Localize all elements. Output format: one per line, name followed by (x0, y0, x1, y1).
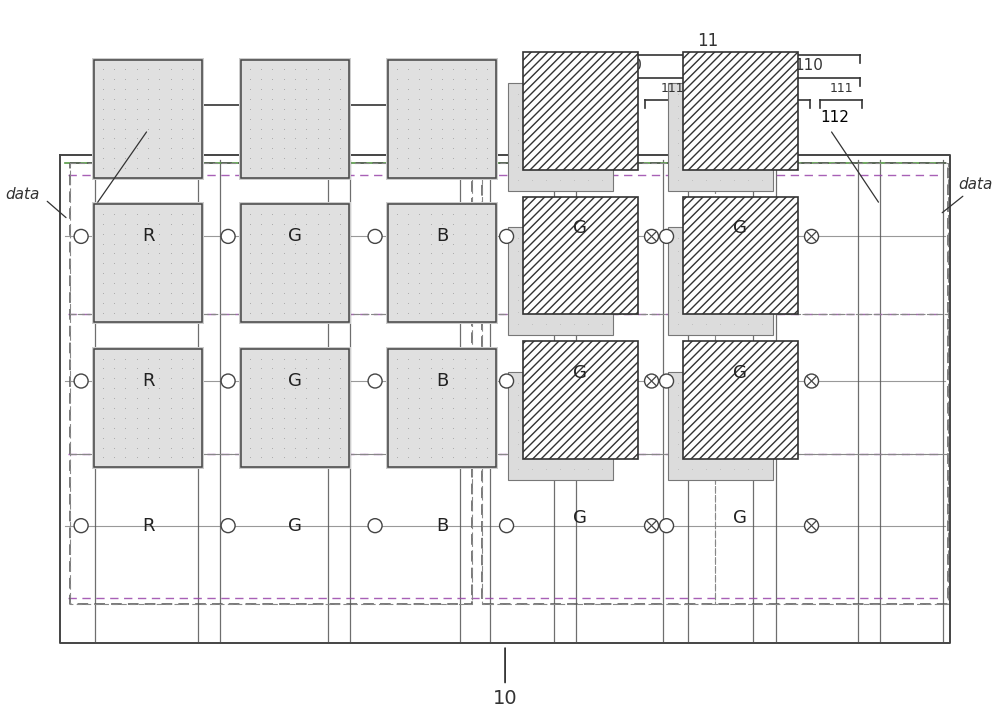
Bar (241, 349, 349, 466)
Text: R: R (142, 227, 154, 246)
Bar (523, 52, 638, 170)
Bar (386, 202, 498, 324)
Bar (508, 83, 613, 190)
Text: B: B (436, 517, 448, 535)
Bar (94, 204, 202, 322)
Circle shape (368, 229, 382, 244)
Text: B: B (436, 227, 448, 246)
Text: 111: 111 (661, 82, 684, 94)
Bar (683, 52, 798, 170)
Bar (508, 372, 613, 480)
Text: 11: 11 (284, 82, 306, 99)
Text: G: G (573, 364, 587, 382)
Text: 111: 111 (429, 106, 455, 120)
Text: data: data (958, 177, 992, 192)
Text: 112: 112 (134, 110, 163, 125)
Bar (239, 58, 351, 180)
Circle shape (645, 229, 659, 244)
Text: 111: 111 (829, 82, 853, 94)
Circle shape (660, 374, 674, 388)
Circle shape (221, 229, 235, 244)
Text: 111: 111 (135, 106, 161, 120)
Text: 111: 111 (772, 82, 796, 94)
Text: 11: 11 (697, 32, 718, 50)
Circle shape (368, 374, 382, 388)
Circle shape (660, 229, 674, 244)
Circle shape (660, 519, 674, 532)
Bar (94, 349, 202, 466)
Text: 112: 112 (821, 110, 849, 125)
Text: G: G (288, 517, 302, 535)
Bar (241, 60, 349, 178)
Text: G: G (573, 508, 587, 527)
Bar (683, 341, 798, 459)
Bar (668, 83, 773, 190)
Circle shape (500, 519, 514, 532)
Bar (239, 202, 351, 324)
Text: 10: 10 (493, 689, 517, 708)
Text: 111: 111 (572, 82, 595, 94)
Bar (241, 204, 349, 322)
Bar (668, 227, 773, 335)
Text: G: G (288, 227, 302, 246)
Text: 110: 110 (613, 58, 642, 73)
Bar (668, 372, 773, 480)
Text: G: G (288, 372, 302, 390)
Text: data: data (5, 187, 39, 202)
Text: R: R (142, 517, 154, 535)
Bar (508, 227, 613, 335)
Bar (92, 347, 204, 469)
Text: G: G (733, 219, 747, 237)
Circle shape (645, 519, 659, 532)
Circle shape (74, 229, 88, 244)
Circle shape (500, 229, 514, 244)
Bar (239, 347, 351, 469)
Circle shape (221, 374, 235, 388)
Text: G: G (733, 364, 747, 382)
Circle shape (805, 374, 819, 388)
Text: R: R (142, 372, 154, 390)
Bar (92, 58, 204, 180)
Bar (386, 58, 498, 180)
Circle shape (805, 229, 819, 244)
Bar (94, 60, 202, 178)
Circle shape (500, 374, 514, 388)
Text: B: B (436, 372, 448, 390)
Circle shape (221, 519, 235, 532)
Circle shape (805, 519, 819, 532)
Bar (388, 60, 496, 178)
Text: G: G (733, 508, 747, 527)
Bar (523, 197, 638, 315)
Circle shape (74, 374, 88, 388)
Text: G: G (573, 219, 587, 237)
Bar (388, 349, 496, 466)
Bar (388, 204, 496, 322)
Bar (683, 197, 798, 315)
Text: 111: 111 (282, 106, 308, 120)
Bar (92, 202, 204, 324)
Circle shape (645, 374, 659, 388)
Circle shape (74, 519, 88, 532)
Circle shape (368, 519, 382, 532)
Bar (523, 341, 638, 459)
Text: 110: 110 (795, 58, 823, 73)
Bar (386, 347, 498, 469)
